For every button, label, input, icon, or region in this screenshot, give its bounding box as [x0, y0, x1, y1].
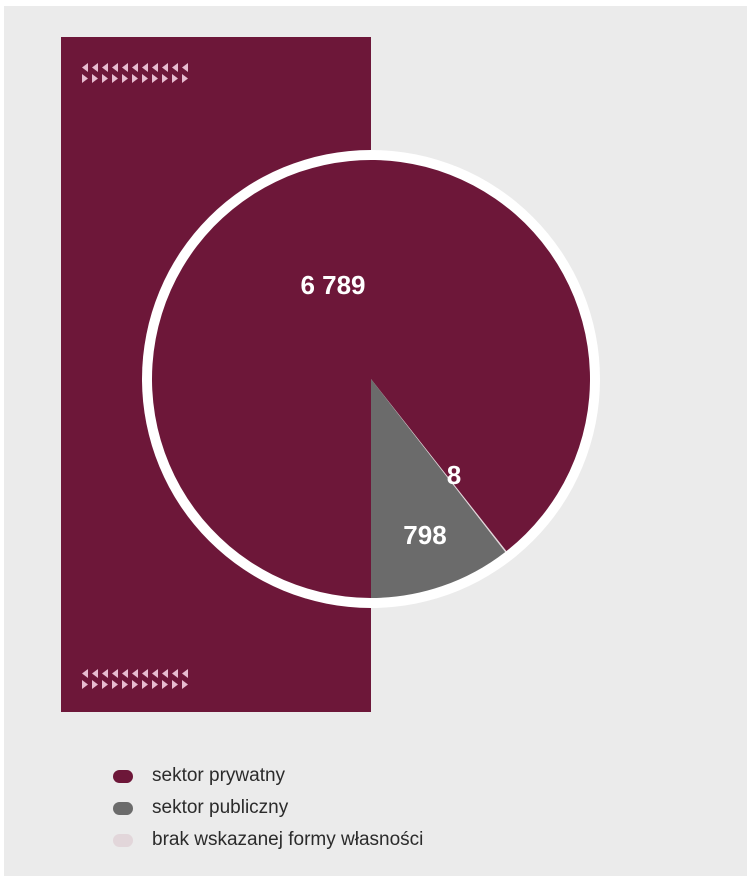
chevron-right-icon — [132, 74, 138, 83]
chevron-left-icon — [102, 63, 108, 72]
chevron-right-icon — [152, 680, 158, 689]
chevron-right-icon — [122, 680, 128, 689]
chevron-left-icon — [172, 669, 178, 678]
chevron-left-icon — [122, 63, 128, 72]
chevron-left-icon — [102, 669, 108, 678]
chevron-right-icon — [182, 680, 188, 689]
chevron-left-icon — [182, 669, 188, 678]
chevron-left-icon — [92, 669, 98, 678]
legend-swatch — [113, 833, 133, 847]
chevron-right-icon — [112, 680, 118, 689]
chevron-pattern-icon — [81, 63, 201, 85]
chevron-left-icon — [112, 63, 118, 72]
chevron-left-icon — [132, 63, 138, 72]
chevron-right-icon — [92, 74, 98, 83]
value-label-public: 798 — [403, 520, 446, 550]
legend-label: sektor prywatny — [152, 765, 286, 786]
slice-unspecified — [371, 379, 507, 552]
value-label-private: 6 789 — [300, 270, 365, 300]
chevron-left-icon — [82, 669, 88, 678]
legend-label: brak wskazanej formy własności — [152, 829, 424, 850]
chevron-right-icon — [152, 74, 158, 83]
legend-item-public: sektor publiczny — [113, 792, 633, 824]
chevron-left-icon — [152, 669, 158, 678]
chevron-right-icon — [132, 680, 138, 689]
slice-public — [371, 379, 506, 598]
chevron-right-icon — [102, 74, 108, 83]
chevron-right-icon — [142, 680, 148, 689]
chevron-left-icon — [162, 669, 168, 678]
chevron-left-icon — [172, 63, 178, 72]
chevron-right-icon — [102, 680, 108, 689]
legend-swatch — [113, 801, 133, 815]
chevron-right-icon — [82, 74, 88, 83]
legend: sektor prywatny sektor publiczny brak ws… — [113, 760, 633, 856]
chevron-left-icon — [152, 63, 158, 72]
legend-item-private: sektor prywatny — [113, 760, 633, 792]
chevron-left-icon — [92, 63, 98, 72]
chevron-right-icon — [162, 74, 168, 83]
legend-label: sektor publiczny — [152, 797, 289, 818]
legend-item-unspecified: brak wskazanej formy własności — [113, 824, 633, 856]
chevron-right-icon — [92, 680, 98, 689]
chevron-right-icon — [162, 680, 168, 689]
chevron-left-icon — [162, 63, 168, 72]
slice-private — [151, 159, 590, 599]
chevron-left-icon — [142, 669, 148, 678]
chevron-left-icon — [132, 669, 138, 678]
chevron-right-icon — [122, 74, 128, 83]
chevron-right-icon — [142, 74, 148, 83]
chevron-left-icon — [142, 63, 148, 72]
chevron-left-icon — [112, 669, 118, 678]
chevron-right-icon — [82, 680, 88, 689]
chevron-right-icon — [172, 74, 178, 83]
value-label-unspecified: 8 — [447, 460, 461, 490]
chevron-left-icon — [82, 63, 88, 72]
legend-swatch — [113, 769, 133, 783]
chevron-right-icon — [172, 680, 178, 689]
chevron-left-icon — [182, 63, 188, 72]
chevron-right-icon — [182, 74, 188, 83]
chevron-left-icon — [122, 669, 128, 678]
chevron-pattern-icon — [81, 669, 201, 691]
chevron-right-icon — [112, 74, 118, 83]
